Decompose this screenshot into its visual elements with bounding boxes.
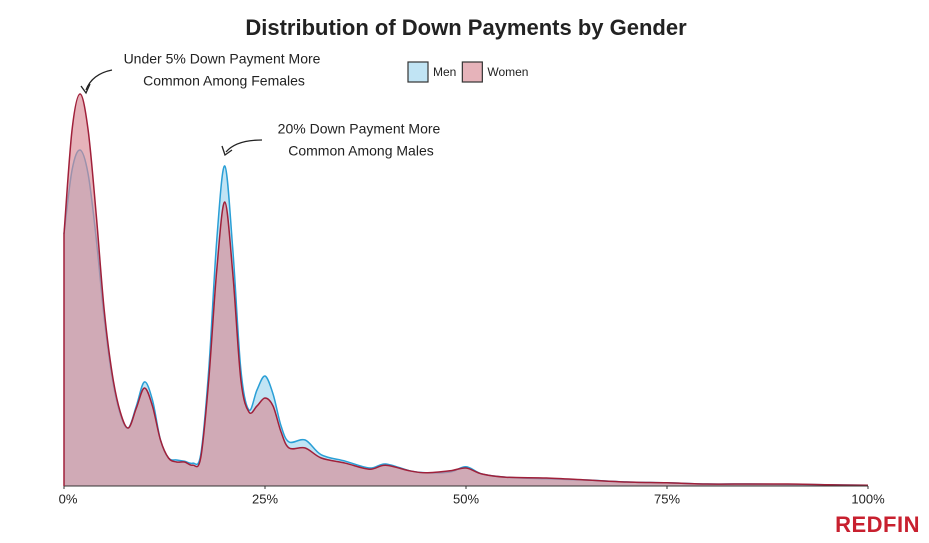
legend-label: Men [433,65,456,79]
legend-swatch [461,61,483,83]
area-fill [64,94,868,486]
x-tick-label: 25% [252,491,278,506]
annotation: Under 5% Down Payment More [124,51,321,67]
area-line [63,93,869,486]
x-tick-label: 0% [59,491,78,506]
arrow [85,69,113,91]
annotation: Common Among Males [288,143,434,159]
x-tick-label: 75% [654,491,680,506]
annotation-arrows [80,69,263,157]
legend-swatch [407,61,429,83]
arrow [225,139,263,153]
legend-label: Women [487,65,528,79]
logo: REDFIN [835,512,920,537]
chart-title: Distribution of Down Payments by Gender [245,15,687,40]
arrow-head [221,145,233,157]
x-tick-label: 100% [851,491,885,506]
area-fill [64,149,868,487]
annotation: Common Among Females [143,73,305,89]
x-tick-label: 50% [453,491,479,506]
area-line [63,149,869,486]
arrow-head [80,83,91,95]
annotation: 20% Down Payment More [278,121,441,137]
